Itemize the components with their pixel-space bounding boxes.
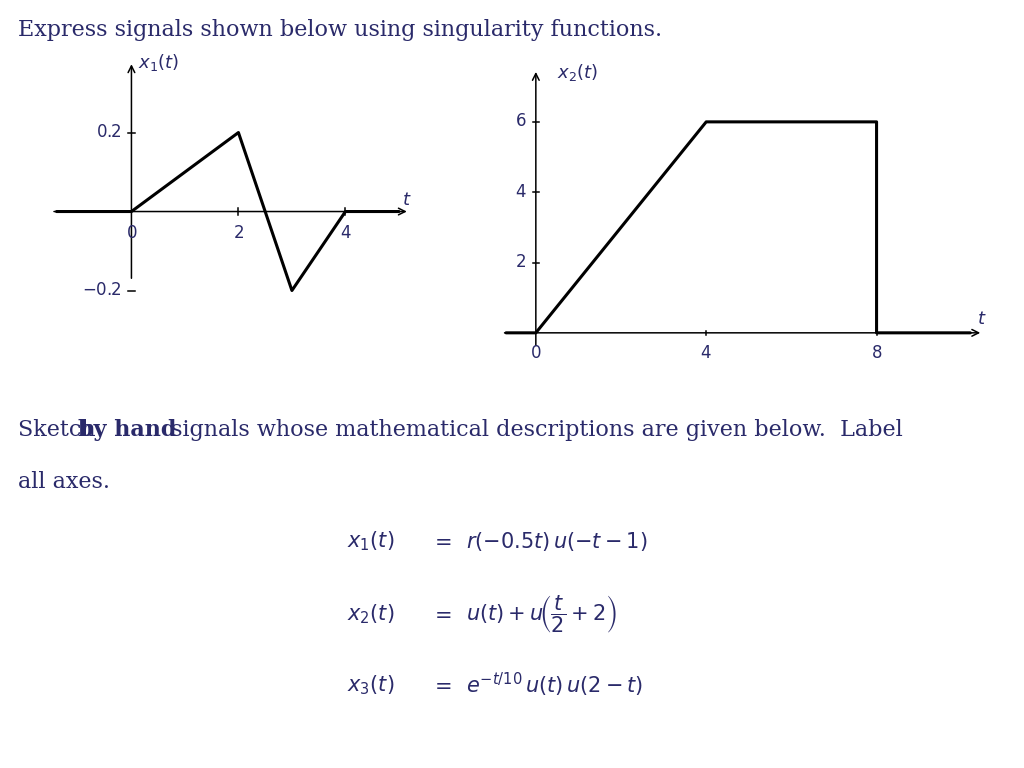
Text: $6$: $6$: [515, 114, 526, 131]
Text: $=$: $=$: [430, 532, 451, 551]
Text: $t$: $t$: [401, 191, 412, 209]
Text: $0.2$: $0.2$: [96, 124, 122, 141]
Text: $x_3(t)$: $x_3(t)$: [347, 674, 394, 697]
Text: Sketch: Sketch: [18, 419, 103, 441]
Text: $u(t)+u\!\left(\dfrac{t}{2}+2\right)$: $u(t)+u\!\left(\dfrac{t}{2}+2\right)$: [466, 594, 617, 635]
Text: $2$: $2$: [515, 254, 526, 271]
Text: $2$: $2$: [232, 225, 244, 243]
Text: $r(-0.5t)\,u(-t-1)$: $r(-0.5t)\,u(-t-1)$: [466, 530, 647, 553]
Text: $0$: $0$: [530, 345, 542, 362]
Text: $4$: $4$: [340, 225, 351, 243]
Text: $x_1(t)$: $x_1(t)$: [347, 530, 394, 553]
Text: $-0.2$: $-0.2$: [82, 282, 122, 299]
Text: $x_2(t)$: $x_2(t)$: [557, 62, 598, 83]
Text: $t$: $t$: [977, 310, 986, 328]
Text: $=$: $=$: [430, 605, 451, 624]
Text: $x_1(t)$: $x_1(t)$: [138, 52, 179, 73]
Text: $e^{-t/10}\,u(t)\,u(2-t)$: $e^{-t/10}\,u(t)\,u(2-t)$: [466, 671, 643, 699]
Text: signals whose mathematical descriptions are given below.  Label: signals whose mathematical descriptions …: [164, 419, 902, 441]
Text: $4$: $4$: [700, 345, 712, 362]
Text: $x_2(t)$: $x_2(t)$: [347, 603, 394, 626]
Text: $0$: $0$: [126, 225, 137, 243]
Text: all axes.: all axes.: [18, 471, 111, 493]
Text: Express signals shown below using singularity functions.: Express signals shown below using singul…: [18, 19, 663, 41]
Text: $4$: $4$: [515, 184, 526, 200]
Text: by hand: by hand: [78, 419, 176, 441]
Text: $=$: $=$: [430, 676, 451, 694]
Text: $8$: $8$: [870, 345, 883, 362]
